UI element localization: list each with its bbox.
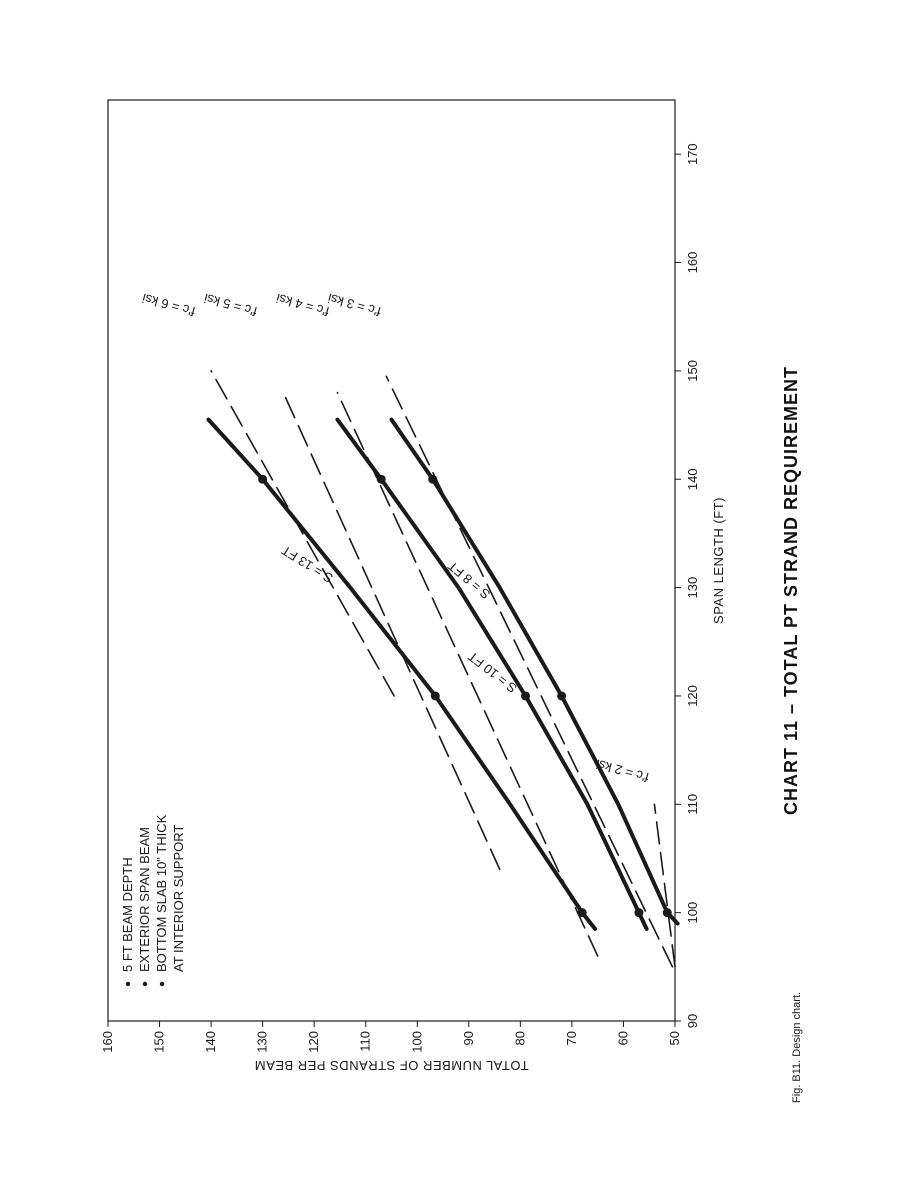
x-tick-label: 150 [685,360,700,382]
labels-layer: S = 13 FTS = 10 FTS = 8 FTf'c = 6 ksi f'c… [140,291,650,785]
y-tick-label: 80 [512,1031,527,1045]
axis-ticks: 90 100 110 120 130 140 150 160 170 50 60 70 80 90 100 1… [100,143,700,1052]
y-tick-label: 160 [100,1031,115,1053]
note-bullet [125,981,131,987]
y-tick-label: 100 [409,1031,424,1053]
data-point-s-8-ft [557,691,567,701]
data-point-s-13-ft [258,474,268,484]
series-line-s-8-ft [389,417,680,926]
data-point-s-10-ft [521,691,531,701]
y-tick-label: 60 [615,1031,630,1045]
figure-caption: Fig. B11. Design chart. [791,992,803,1103]
series-line-f-c-6-ksi [210,370,395,697]
chart-notes: 5 FT BEAM DEPTH EXTERIOR SPAN BEAM BOTTO… [120,814,186,987]
y-tick-label: 120 [306,1031,321,1053]
y-tick-label: 110 [358,1031,373,1052]
y-tick-label: 70 [564,1031,579,1045]
series-label-f-c-4-ksi: f'c = 4 ksi [275,291,331,320]
chart-rotated-group: 90 100 110 120 130 140 150 160 170 50 60 70 80 90 100 1… [100,99,803,1103]
x-tick-label: 90 [685,1014,700,1028]
series-line-s-13-ft [206,417,598,931]
series-label-f-c-5-ksi: f'c = 5 ksi [202,291,258,320]
y-tick-label: 150 [152,1031,167,1053]
series-line-f-c-3-ksi [385,375,674,968]
note-bullet [159,981,165,987]
x-tick-label: 160 [685,252,700,274]
note-exterior-span: EXTERIOR SPAN BEAM [137,827,152,972]
y-tick-label: 90 [461,1031,476,1045]
note-beam-depth: 5 FT BEAM DEPTH [120,857,135,972]
series-line-f-c-4-ksi [336,391,599,957]
data-point-s-13-ft [577,908,587,918]
note-bullet [142,981,148,987]
chart-title: CHART 11 – TOTAL PT STRAND REQUIREMENT [781,366,801,815]
x-tick-label: 170 [685,143,700,165]
series-label-s-13-ft: S = 13 FT [279,543,336,586]
y-axis-title: TOTAL NUMBER OF STRANDS PER BEAM [254,1058,528,1073]
data-point-s-13-ft [430,691,440,701]
series-label-f-c-6-ksi: f'c = 6 ksi [140,291,196,320]
y-tick-label: 140 [203,1031,218,1053]
series-layer [206,370,680,968]
y-tick-label: 130 [255,1031,270,1053]
series-line-f-c-5-ksi [282,391,501,871]
x-tick-label: 120 [685,685,700,707]
series-label-f-c-3-ksi: f'c = 3 ksi [326,291,382,320]
x-axis-title: SPAN LENGTH (FT) [711,497,726,624]
x-tick-label: 140 [685,468,700,490]
plot-frame [107,99,676,1022]
note-bottom-slab: BOTTOM SLAB 10" THICK [154,814,169,972]
data-point-s-10-ft [634,908,644,918]
series-line-f-c-2-ksi [653,803,676,968]
x-tick-label: 100 [685,902,700,924]
x-tick-label: 130 [685,577,700,599]
data-point-s-8-ft [662,908,672,918]
x-tick-label: 110 [685,794,700,815]
y-tick-label: 50 [667,1031,682,1045]
series-label-f-c-2-ksi: f'c = 2 ksi [594,756,650,785]
data-point-s-10-ft [376,474,386,484]
note-interior-support: AT INTERIOR SUPPORT [171,825,186,972]
